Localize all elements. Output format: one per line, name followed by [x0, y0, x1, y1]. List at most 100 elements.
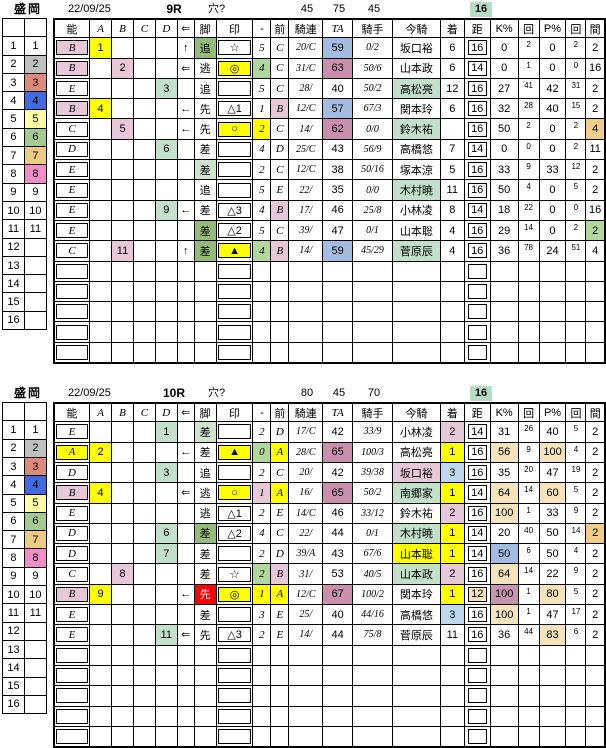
cell-chaku[interactable]: [439, 664, 465, 687]
cell-kishu[interactable]: 56/9: [352, 138, 393, 161]
cell-kai1[interactable]: 2: [517, 118, 540, 140]
cell-kyaku[interactable]: 先: [193, 118, 217, 140]
cell-d[interactable]: [154, 664, 178, 687]
cell-arrow[interactable]: [176, 341, 195, 364]
cell-kai2[interactable]: 14: [565, 522, 587, 545]
cell-kai2[interactable]: [565, 644, 587, 666]
cell-kyo[interactable]: 14: [463, 421, 491, 443]
cell-c[interactable]: [132, 321, 156, 343]
cell-imaki[interactable]: [391, 644, 441, 666]
cell-b[interactable]: 11: [111, 240, 134, 262]
cell-arrow[interactable]: [176, 461, 195, 484]
cell-kpct[interactable]: 0: [489, 138, 519, 161]
cell-dash[interactable]: 2: [252, 563, 272, 585]
cell-b[interactable]: [111, 301, 134, 323]
cell-kai1[interactable]: 9: [517, 441, 540, 463]
cell-kyo[interactable]: [463, 260, 491, 282]
cell-kishu[interactable]: 0/1: [352, 219, 393, 242]
cell-kai2[interactable]: 15: [565, 98, 587, 120]
cell-kpct[interactable]: [489, 260, 519, 282]
row-number-cell[interactable]: 15: [2, 292, 25, 312]
cell-kai2[interactable]: [565, 260, 587, 282]
cell-ppct[interactable]: 0: [538, 138, 567, 161]
cell-kyaku[interactable]: 逃: [193, 57, 217, 79]
cell-d[interactable]: [154, 219, 178, 242]
cell-imaki[interactable]: 小林凌: [391, 421, 441, 443]
cell-kishu[interactable]: 100/3: [352, 441, 393, 463]
cell-mark[interactable]: [215, 179, 254, 201]
cell-kai1[interactable]: [517, 341, 540, 364]
cell-ppct[interactable]: 0: [538, 118, 567, 140]
cell-aida[interactable]: [585, 664, 606, 687]
cell-kishu[interactable]: [352, 664, 393, 687]
cell-chaku[interactable]: [439, 685, 465, 707]
cell-chaku[interactable]: [439, 341, 465, 364]
cell-chaku[interactable]: 6: [439, 98, 465, 120]
header-value-2[interactable]: 75: [332, 3, 346, 15]
cell-chaku[interactable]: 4: [439, 240, 465, 262]
row-number-cell[interactable]: 7: [2, 146, 25, 166]
cell-a[interactable]: [89, 604, 113, 626]
cell-b[interactable]: [111, 179, 134, 201]
cell-ppct[interactable]: [538, 685, 567, 707]
left-header-blank[interactable]: [23, 402, 47, 422]
cell-kyo[interactable]: 16: [463, 563, 491, 585]
cell-mae[interactable]: C: [270, 219, 290, 242]
cell-mark[interactable]: [215, 421, 254, 443]
cell-dash[interactable]: 5: [252, 179, 272, 201]
cell-kyaku[interactable]: 差: [193, 138, 217, 161]
cell-kishu[interactable]: 0/0: [352, 118, 393, 140]
cell-arrow[interactable]: [176, 664, 195, 687]
cell-chaku[interactable]: [439, 118, 465, 140]
cell-mae[interactable]: [270, 341, 290, 364]
cell-c[interactable]: [132, 441, 156, 463]
column-header-chaku[interactable]: 着: [439, 18, 465, 39]
cell-kai1[interactable]: 0: [517, 138, 540, 161]
cell-nou[interactable]: [53, 685, 91, 707]
cell-kyaku[interactable]: 差: [193, 199, 217, 221]
cell-kishu[interactable]: 33/12: [352, 502, 393, 524]
cell-kai2[interactable]: 5: [565, 179, 587, 201]
column-header-d[interactable]: D: [154, 18, 178, 39]
cell-arrow[interactable]: [176, 179, 195, 201]
cell-kishu[interactable]: 50/2: [352, 482, 393, 504]
cell-kiren[interactable]: 20/: [288, 461, 324, 484]
column-header-nou[interactable]: 能: [53, 18, 91, 39]
cell-imaki[interactable]: [391, 260, 441, 282]
cell-b[interactable]: [111, 280, 134, 303]
cell-kpct[interactable]: 64: [489, 563, 519, 585]
cell-kpct[interactable]: 35: [489, 461, 519, 484]
cell-kyo[interactable]: 14: [463, 543, 491, 565]
frame-number-cell[interactable]: [23, 694, 47, 715]
cell-imaki[interactable]: 関本玲: [391, 98, 441, 120]
cell-kiren[interactable]: 12/C: [288, 583, 324, 606]
cell-kyo[interactable]: [463, 644, 491, 666]
cell-aida[interactable]: 2: [585, 461, 606, 484]
cell-mae[interactable]: E: [270, 179, 290, 201]
cell-ta[interactable]: 46: [322, 199, 354, 221]
column-header-arrow[interactable]: ⇐: [176, 18, 195, 39]
cell-imaki[interactable]: [391, 725, 441, 748]
cell-ta[interactable]: [322, 644, 354, 666]
cell-kyaku[interactable]: [193, 301, 217, 323]
cell-c[interactable]: [132, 685, 156, 707]
distance-header[interactable]: 16: [470, 386, 492, 402]
cell-arrow[interactable]: [176, 159, 195, 181]
cell-kyaku[interactable]: [193, 321, 217, 343]
column-header-a[interactable]: A: [89, 402, 113, 423]
cell-arrow[interactable]: ←: [176, 441, 195, 463]
cell-d[interactable]: [154, 280, 178, 303]
race-type[interactable]: 穴?: [208, 387, 226, 400]
cell-kyaku[interactable]: [193, 705, 217, 727]
column-header-kishu[interactable]: 騎手: [352, 402, 393, 423]
cell-d[interactable]: [154, 604, 178, 626]
cell-mark[interactable]: [215, 77, 254, 100]
cell-kyo[interactable]: 14: [463, 482, 491, 504]
cell-kishu[interactable]: [352, 725, 393, 748]
cell-ppct[interactable]: 0: [538, 219, 567, 242]
cell-nou[interactable]: E: [53, 159, 91, 181]
cell-a[interactable]: [89, 664, 113, 687]
cell-imaki[interactable]: 高橋悠: [391, 604, 441, 626]
cell-ppct[interactable]: 50: [538, 543, 567, 565]
cell-imaki[interactable]: 山本政: [391, 563, 441, 585]
